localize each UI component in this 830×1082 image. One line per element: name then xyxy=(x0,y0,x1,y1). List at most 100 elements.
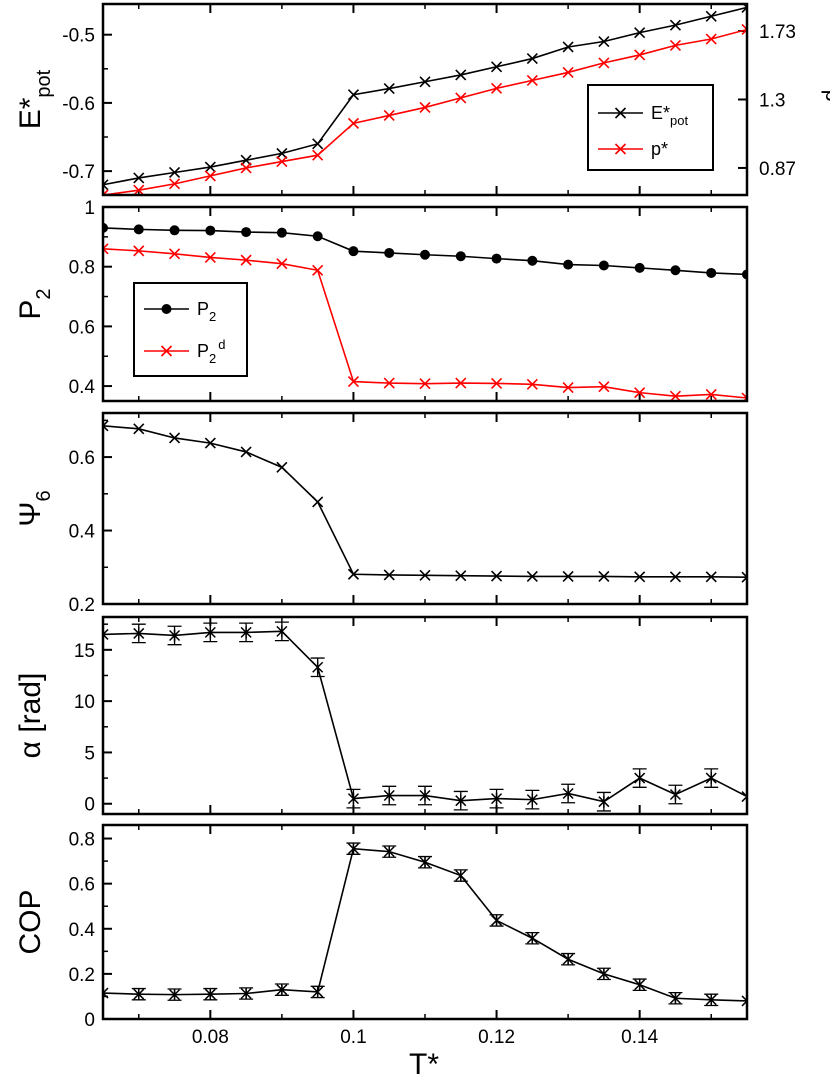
data-point xyxy=(133,224,144,235)
data-point xyxy=(276,147,288,159)
data-point xyxy=(669,571,682,583)
legend-label: p* xyxy=(651,139,668,159)
y-axis-label-sub: 6 xyxy=(33,490,55,501)
data-point xyxy=(204,161,216,173)
data-point xyxy=(347,376,360,388)
x-axis-label: T* xyxy=(409,1048,439,1081)
y-tick-label: 0 xyxy=(84,795,95,816)
data-point xyxy=(598,57,610,69)
y-tick-label: 0.2 xyxy=(69,965,95,986)
series-layer xyxy=(103,842,747,1007)
data-point xyxy=(419,378,431,390)
panel-psi6: 0.2 0.4 0.6 Ψ6 xyxy=(14,411,749,616)
y2-tick-label: 1.3 xyxy=(759,91,785,112)
legend-label-sub: 2 xyxy=(209,351,216,366)
data-point xyxy=(563,259,574,270)
data-point xyxy=(741,23,747,36)
data-point xyxy=(420,249,430,260)
data-point xyxy=(490,61,503,73)
y-tick-label: 0.8 xyxy=(69,830,95,851)
data-point xyxy=(562,66,574,79)
y-tick-label: 0.2 xyxy=(69,595,95,616)
legend-label: P2 xyxy=(197,299,216,324)
data-point xyxy=(312,149,324,161)
data-point xyxy=(204,251,216,264)
data-point xyxy=(103,628,109,641)
data-point xyxy=(419,789,431,802)
legend-box xyxy=(133,282,248,377)
legend-label-main: P xyxy=(197,299,209,319)
data-point xyxy=(490,82,503,94)
data-point xyxy=(491,792,503,805)
data-point xyxy=(276,258,288,270)
data-point xyxy=(705,772,717,785)
y2-tick-label: 1.73 xyxy=(759,22,796,43)
data-point xyxy=(312,985,324,998)
data-point xyxy=(348,246,359,257)
series-layer xyxy=(103,420,747,583)
data-point xyxy=(276,156,288,168)
data-point xyxy=(455,794,467,807)
x-tick-label: 0.14 xyxy=(621,1027,658,1048)
data-point xyxy=(741,392,747,401)
data-point xyxy=(240,626,252,639)
data-point xyxy=(312,231,323,242)
legend-label: P2d xyxy=(197,337,225,366)
x-tick-label: 0.12 xyxy=(478,1027,515,1048)
data-point xyxy=(705,993,717,1006)
data-point xyxy=(347,568,360,580)
data-point xyxy=(634,978,646,991)
data-point xyxy=(168,178,181,190)
data-point xyxy=(419,569,431,581)
data-point xyxy=(168,432,181,444)
data-point xyxy=(204,437,216,449)
data-point xyxy=(491,914,503,927)
y-tick-label: 0.4 xyxy=(69,920,96,941)
data-point xyxy=(383,377,395,389)
legend-marker xyxy=(160,345,173,357)
data-point xyxy=(133,184,145,195)
data-point xyxy=(347,117,360,129)
panel-alpha: 0 5 10 15 α [rad] xyxy=(14,615,749,816)
legend-label-sup: d xyxy=(218,337,225,352)
data-point xyxy=(276,983,288,996)
data-point xyxy=(383,789,395,802)
data-point xyxy=(669,39,682,51)
data-point xyxy=(562,41,574,53)
data-point xyxy=(103,243,109,255)
data-point xyxy=(598,967,610,980)
data-point xyxy=(634,571,646,583)
panel-cop: 0 0.2 0.4 0.6 0.8 0.08 0.1 0.12 0.14 COP xyxy=(14,823,749,1048)
data-point xyxy=(634,387,646,399)
legend-marker xyxy=(614,143,627,155)
data-point xyxy=(133,172,145,184)
legend-label-main: E* xyxy=(651,103,670,123)
data-point xyxy=(168,166,181,179)
y-tick-label: 1 xyxy=(84,198,95,219)
data-point xyxy=(204,988,216,1001)
legend-label-main: p* xyxy=(651,139,668,159)
data-point xyxy=(598,795,610,808)
legend-label-main: P xyxy=(197,341,209,361)
y-axis-label-main: P xyxy=(14,300,47,320)
y-tick-label: -0.5 xyxy=(62,26,95,47)
plot-frame xyxy=(101,205,749,403)
data-point xyxy=(562,953,574,966)
data-point xyxy=(526,74,538,86)
data-point xyxy=(455,377,467,389)
y2-tick-label: 0.87 xyxy=(759,159,796,180)
data-point xyxy=(103,179,109,191)
data-point xyxy=(669,992,681,1005)
data-point xyxy=(384,247,395,258)
plot-frame xyxy=(101,2,749,197)
y-axis-label-main: COP xyxy=(14,889,47,954)
data-point xyxy=(240,162,252,174)
plot-frame xyxy=(101,615,749,816)
y-tick-label: 0.6 xyxy=(69,317,95,338)
data-point xyxy=(241,227,252,238)
data-point xyxy=(455,570,467,582)
y-tick-label: -0.7 xyxy=(62,162,95,183)
data-point xyxy=(276,625,288,638)
legend-label-sub: 2 xyxy=(209,309,216,324)
